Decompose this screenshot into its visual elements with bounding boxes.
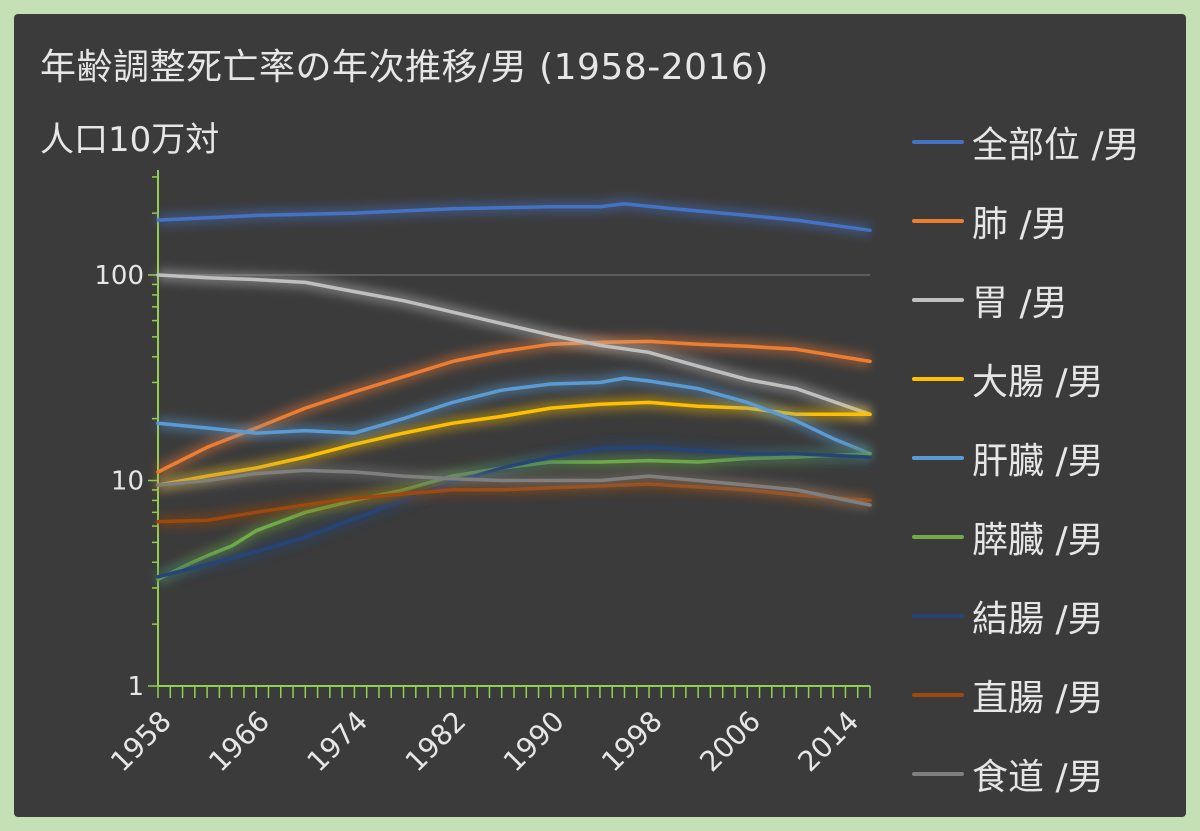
x-tick-label: 1958 [104,704,178,778]
series-line [156,400,872,487]
legend: 全部位 /男肺 /男胃 /男大腸 /男肝臓 /男膵臓 /男結腸 /男直腸 /男食… [912,102,1182,813]
legend-item: 食道 /男 [912,734,1182,813]
legend-label: 膵臓 /男 [972,519,1104,561]
legend-swatch [912,218,964,223]
legend-swatch [912,455,964,460]
legend-label: 結腸 /男 [972,598,1104,640]
legend-item: 全部位 /男 [912,102,1182,181]
legend-item: 肺 /男 [912,181,1182,260]
legend-label: 直腸 /男 [972,677,1104,719]
legend-item: 胃 /男 [912,260,1182,339]
series-line [156,202,872,233]
x-tick-label: 2014 [792,704,866,778]
y-tick-label: 1 [127,672,144,702]
legend-swatch [912,376,964,381]
x-tick-label: 1982 [399,704,473,778]
legend-item: 膵臓 /男 [912,497,1182,576]
series-2 [155,335,872,478]
x-tick-label: 1966 [202,704,276,778]
series-5 [156,372,873,460]
series-7 [156,441,872,583]
y-tick-label: 100 [94,261,144,291]
y-tick-label: 10 [111,467,144,497]
series-line [156,273,872,417]
series-4 [156,396,872,492]
legend-label: 胃 /男 [972,282,1068,324]
legend-label: 全部位 /男 [972,124,1140,166]
series-line [156,468,872,507]
legend-label: 肝臓 /男 [972,440,1104,482]
x-tick-label: 2006 [693,704,767,778]
x-tick-label: 1974 [300,704,374,778]
series-line [156,376,872,456]
chart-title: 年齢調整死亡率の年次推移/男 (1958-2016) [40,47,769,88]
legend-item: 肝臓 /男 [912,418,1182,497]
legend-item: 大腸 /男 [912,339,1182,418]
series-9 [156,464,872,511]
legend-label: 食道 /男 [972,756,1104,798]
series-line [156,339,872,474]
x-tick-label: 1990 [497,704,571,778]
legend-swatch [912,692,964,697]
series-line [156,445,872,579]
series-3 [156,269,872,420]
legend-item: 結腸 /男 [912,576,1182,655]
series-1 [156,197,872,237]
x-tick-label: 1998 [595,704,669,778]
legend-item: 直腸 /男 [912,655,1182,734]
y-axis-unit-label: 人口10万対 [40,120,220,160]
legend-swatch [912,771,964,776]
legend-label: 肺 /男 [972,203,1068,245]
legend-swatch [912,534,964,539]
legend-label: 大腸 /男 [972,361,1104,403]
legend-swatch [912,613,964,618]
legend-swatch [912,139,964,144]
chart-frame [14,14,1186,817]
legend-swatch [912,297,964,302]
